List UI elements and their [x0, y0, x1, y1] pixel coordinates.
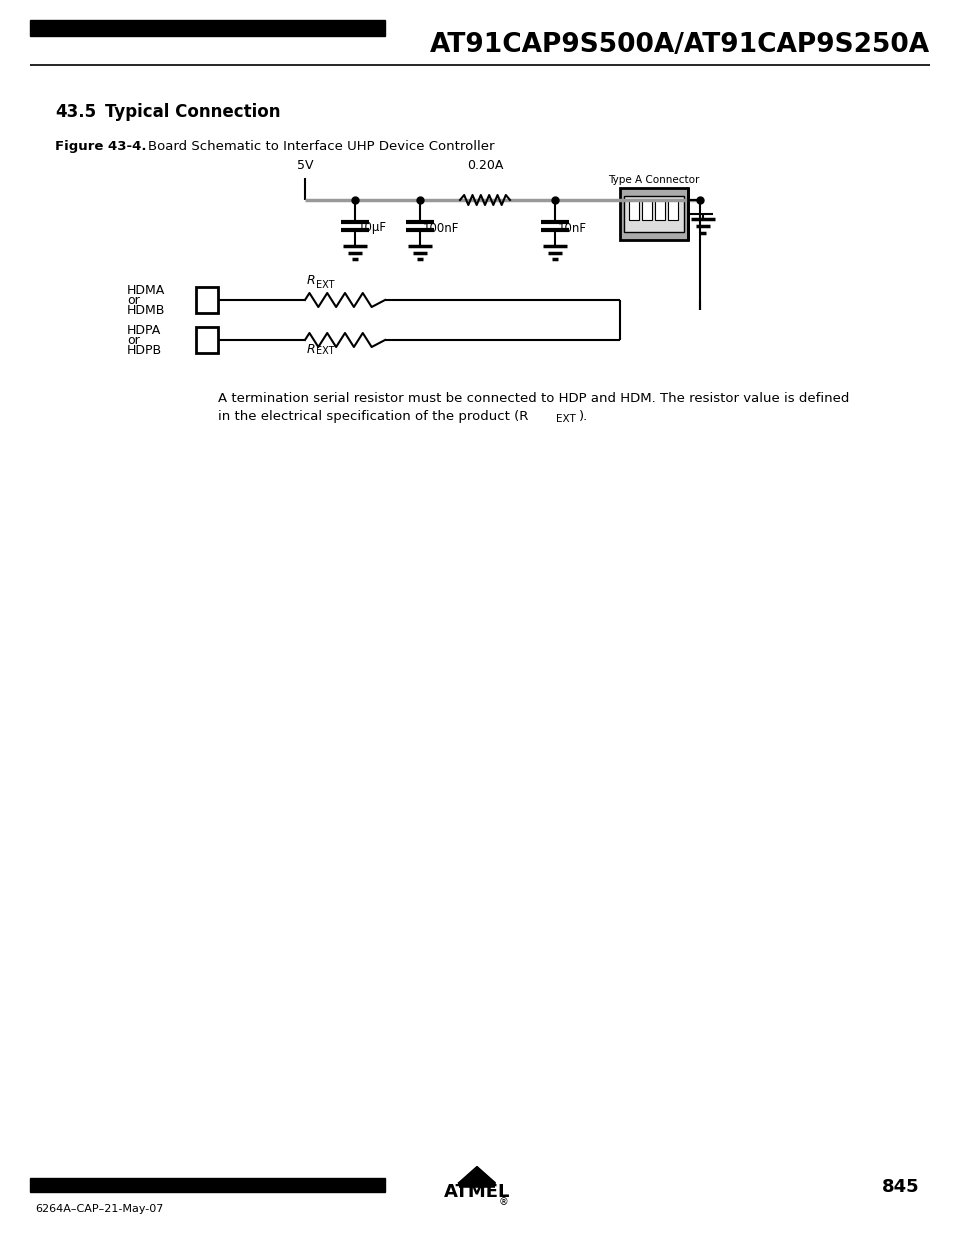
- Text: 0.20A: 0.20A: [466, 159, 502, 172]
- Bar: [655, 200, 665, 220]
- Text: 43.5: 43.5: [55, 103, 96, 121]
- Text: EXT: EXT: [315, 280, 335, 290]
- Bar: [30, 1178, 385, 1192]
- Text: Board Schematic to Interface UHP Device Controller: Board Schematic to Interface UHP Device …: [148, 140, 494, 153]
- Text: 5V: 5V: [296, 159, 313, 172]
- Bar: [641, 200, 652, 220]
- Text: A termination serial resistor must be connected to HDP and HDM. The resistor val: A termination serial resistor must be co…: [218, 391, 848, 405]
- Text: 100nF: 100nF: [422, 221, 459, 235]
- Text: EXT: EXT: [315, 346, 335, 356]
- Text: 10μF: 10μF: [357, 221, 387, 235]
- Text: HDPB: HDPB: [127, 343, 162, 357]
- Text: R: R: [307, 274, 315, 287]
- Bar: [619, 188, 687, 240]
- Bar: [195, 327, 218, 353]
- Text: in the electrical specification of the product (R: in the electrical specification of the p…: [218, 410, 528, 424]
- Bar: [195, 287, 218, 312]
- Text: ®: ®: [498, 1197, 508, 1207]
- Text: or: or: [127, 294, 139, 306]
- Text: R: R: [307, 343, 315, 356]
- Text: ATMEL: ATMEL: [443, 1183, 510, 1200]
- Text: Type A Connector: Type A Connector: [608, 175, 699, 185]
- Text: HDMA: HDMA: [127, 284, 165, 296]
- Text: 6264A–CAP–21-May-07: 6264A–CAP–21-May-07: [35, 1204, 163, 1214]
- Text: AT91CAP9S500A/AT91CAP9S250A: AT91CAP9S500A/AT91CAP9S250A: [430, 32, 929, 58]
- Bar: [629, 200, 639, 220]
- Text: 845: 845: [882, 1178, 919, 1195]
- Text: 10nF: 10nF: [558, 221, 586, 235]
- Polygon shape: [458, 1167, 495, 1183]
- Text: ).: ).: [578, 410, 588, 424]
- Text: HDPA: HDPA: [127, 324, 161, 336]
- Bar: [623, 196, 683, 232]
- Text: or: or: [127, 333, 139, 347]
- Text: Typical Connection: Typical Connection: [105, 103, 280, 121]
- Bar: [30, 20, 385, 36]
- Text: HDMB: HDMB: [127, 304, 165, 316]
- Text: EXT: EXT: [556, 414, 576, 424]
- Bar: [668, 200, 678, 220]
- Text: Figure 43-4.: Figure 43-4.: [55, 140, 147, 153]
